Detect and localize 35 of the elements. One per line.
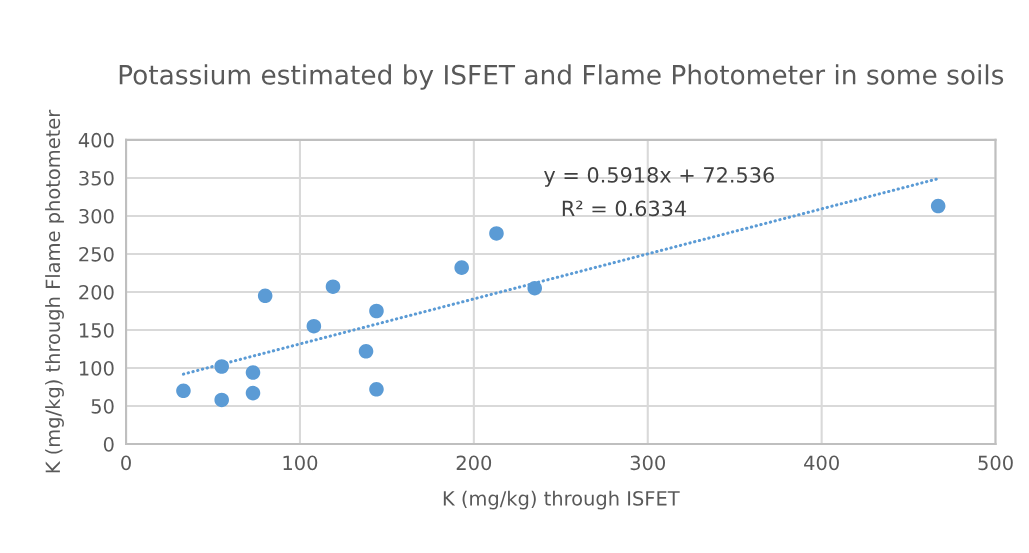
y-tick-label: 50 [91, 399, 114, 414]
y-tick-label: 400 [78, 132, 114, 148]
point [369, 303, 384, 319]
x-tick-label: 200 [456, 455, 492, 471]
y-tick-label: 200 [79, 284, 114, 300]
point [489, 226, 504, 241]
point [176, 383, 191, 399]
y-tick-label: 0 [103, 437, 114, 452]
point [358, 344, 374, 359]
point [257, 288, 273, 304]
point [245, 365, 261, 380]
point [527, 280, 542, 296]
annotation: y = 0.5918x + 72.536 [544, 167, 774, 187]
annotation: R² = 0.6334 [562, 200, 687, 217]
x-tick-label: 100 [283, 455, 318, 471]
point [454, 260, 469, 275]
y-tick-label: 350 [79, 170, 114, 186]
x-axis-title: K (mg/kg) through ISFET [443, 490, 680, 510]
point [214, 392, 229, 408]
y-tick-label: 150 [79, 322, 114, 338]
y-tick-label: 300 [79, 208, 114, 224]
y-tick-label: 250 [79, 246, 114, 262]
y-tick-label: 100 [79, 360, 114, 376]
chart-title: Potassium estimated by ISFET and Flame Photometer in some soils [119, 64, 1004, 90]
point [306, 318, 322, 334]
point [214, 359, 229, 374]
point [325, 279, 341, 294]
x-tick-label: 400 [804, 455, 839, 471]
x-tick-label: 300 [630, 455, 666, 471]
point [245, 385, 261, 401]
y-axis-title: K (mg/kg) through Flame photometer [45, 109, 64, 473]
x-tick-label: 500 [978, 455, 1013, 471]
x-tick-label: 0 [121, 455, 131, 471]
point [369, 382, 384, 397]
point [930, 198, 946, 214]
